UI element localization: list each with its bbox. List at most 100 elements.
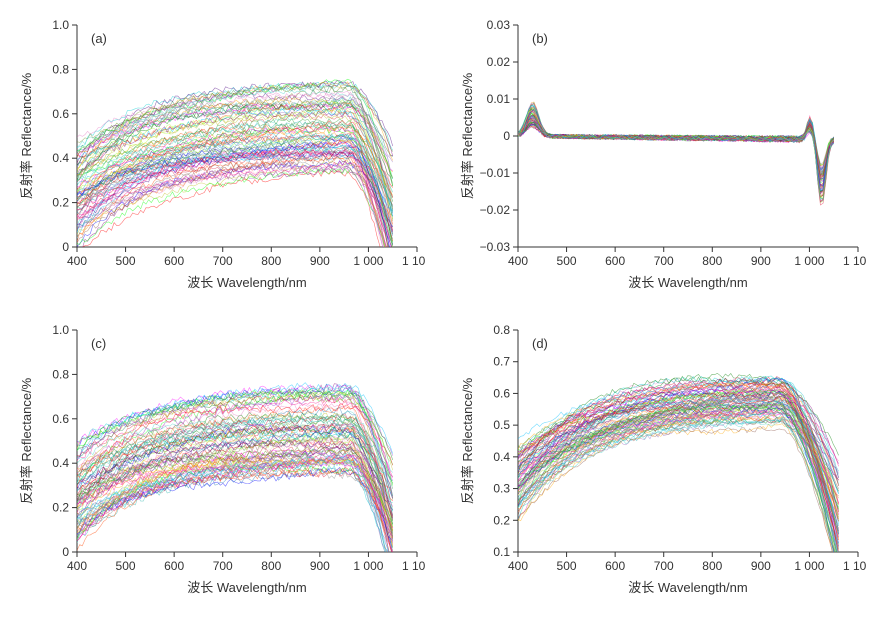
spectrum-line <box>518 120 834 197</box>
x-axis-label: 波长 Wavelength/nm <box>187 275 306 290</box>
y-axis-label: 反射率 Reflectance/% <box>460 72 475 199</box>
svg-text:0: 0 <box>503 129 510 143</box>
svg-text:600: 600 <box>605 559 625 573</box>
x-axis-label: 波长 Wavelength/nm <box>187 580 306 595</box>
spectrum-line <box>518 120 834 169</box>
spectra-group <box>518 102 834 205</box>
spectrum-line <box>518 110 834 189</box>
svg-text:1 100: 1 100 <box>402 254 425 268</box>
spectrum-line <box>518 120 834 192</box>
svg-text:900: 900 <box>751 254 771 268</box>
spectrum-line <box>518 109 834 191</box>
spectra-group <box>518 373 839 581</box>
spectrum-line <box>518 122 834 199</box>
spectrum-line <box>518 116 834 194</box>
spectrum-line <box>518 123 834 175</box>
spectrum-line <box>518 122 834 179</box>
svg-text:700: 700 <box>654 559 674 573</box>
spectrum-line <box>518 108 834 181</box>
spectrum-line <box>518 118 834 169</box>
svg-text:700: 700 <box>654 254 674 268</box>
spectrum-line <box>518 109 834 185</box>
spectrum-line <box>518 116 834 191</box>
x-axis-label: 波长 Wavelength/nm <box>628 275 747 290</box>
svg-text:0.4: 0.4 <box>52 456 69 470</box>
spectrum-line <box>518 108 834 198</box>
spectrum-line <box>518 119 834 197</box>
spectrum-line <box>518 111 834 179</box>
svg-text:0.8: 0.8 <box>52 367 69 381</box>
svg-text:800: 800 <box>702 559 722 573</box>
svg-text:500: 500 <box>557 254 577 268</box>
spectrum-line <box>518 114 834 197</box>
svg-text:1 000: 1 000 <box>794 254 824 268</box>
svg-text:−0.01: −0.01 <box>480 166 511 180</box>
y-axis-label: 反射率 Reflectance/% <box>19 72 34 199</box>
spectrum-line <box>518 122 834 173</box>
spectrum-line <box>518 117 834 173</box>
svg-text:700: 700 <box>213 559 233 573</box>
spectrum-line <box>518 112 834 202</box>
spectrum-line <box>518 102 834 192</box>
svg-text:500: 500 <box>116 254 136 268</box>
svg-text:1 100: 1 100 <box>843 559 866 573</box>
panel-c: 4005006007008009001 0001 10000.20.40.60.… <box>15 320 431 600</box>
spectrum-line <box>518 122 834 175</box>
spectrum-line <box>518 108 834 192</box>
spectrum-line <box>518 105 834 186</box>
svg-text:600: 600 <box>605 254 625 268</box>
y-axis-label: 反射率 Reflectance/% <box>19 377 34 504</box>
svg-text:0.01: 0.01 <box>487 92 511 106</box>
svg-text:0.4: 0.4 <box>52 151 69 165</box>
svg-text:0.8: 0.8 <box>52 62 69 76</box>
spectrum-line <box>518 121 834 172</box>
spectrum-line <box>518 115 834 175</box>
chart-grid: 4005006007008009001 0001 10000.20.40.60.… <box>15 15 872 600</box>
spectrum-line <box>518 116 834 185</box>
spectrum-line <box>518 118 834 171</box>
spectrum-line <box>518 115 834 202</box>
spectrum-line <box>518 123 834 180</box>
spectrum-line <box>77 141 393 265</box>
svg-text:1 000: 1 000 <box>353 559 383 573</box>
svg-text:0: 0 <box>62 545 69 559</box>
spectrum-line <box>518 120 834 187</box>
spectrum-line <box>518 117 834 199</box>
y-axis-label: 反射率 Reflectance/% <box>460 377 475 504</box>
spectrum-line <box>518 113 834 173</box>
svg-text:0.03: 0.03 <box>487 18 511 32</box>
svg-text:1 000: 1 000 <box>353 254 383 268</box>
spectrum-line <box>518 115 834 189</box>
panel-b: 4005006007008009001 0001 100−0.03−0.02−0… <box>456 15 872 295</box>
svg-text:800: 800 <box>702 254 722 268</box>
spectrum-line <box>77 168 393 253</box>
spectrum-line <box>518 111 834 175</box>
svg-text:0.1: 0.1 <box>493 545 510 559</box>
spectrum-line <box>518 122 834 180</box>
spectrum-line <box>518 394 839 533</box>
svg-text:400: 400 <box>508 559 528 573</box>
svg-text:0: 0 <box>62 240 69 254</box>
svg-text:400: 400 <box>508 254 528 268</box>
spectrum-line <box>518 125 834 183</box>
svg-text:1.0: 1.0 <box>52 18 69 32</box>
spectrum-line <box>518 105 834 187</box>
svg-text:0.7: 0.7 <box>493 355 510 369</box>
svg-text:0.2: 0.2 <box>493 513 510 527</box>
svg-text:0.6: 0.6 <box>493 386 510 400</box>
svg-text:1 000: 1 000 <box>794 559 824 573</box>
spectrum-line <box>518 116 834 186</box>
spectrum-line <box>518 109 834 189</box>
spectrum-line <box>518 123 834 171</box>
spectrum-line <box>518 120 834 192</box>
spectrum-line <box>77 165 393 287</box>
svg-text:−0.02: −0.02 <box>480 203 511 217</box>
spectrum-line <box>518 122 834 192</box>
svg-text:0.3: 0.3 <box>493 482 510 496</box>
spectrum-line <box>518 121 834 177</box>
spectrum-line <box>77 131 393 234</box>
spectrum-line <box>518 121 834 169</box>
spectrum-line <box>518 121 834 202</box>
spectrum-line <box>518 103 834 186</box>
x-axis-label: 波长 Wavelength/nm <box>628 580 747 595</box>
